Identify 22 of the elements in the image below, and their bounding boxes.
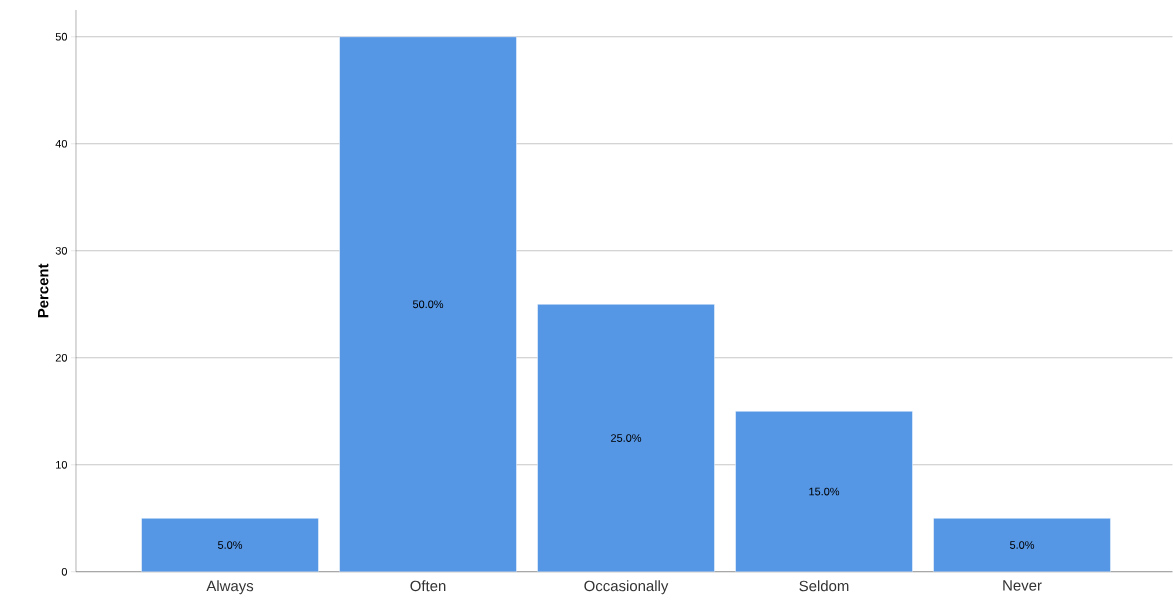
y-tick-label: 0 xyxy=(61,568,68,576)
y-tick-label: 50 xyxy=(55,33,68,41)
bar xyxy=(735,411,913,572)
bar xyxy=(339,36,517,572)
data-label: 5.0% xyxy=(1009,541,1035,550)
x-tick-label: Often xyxy=(410,580,446,592)
data-label: 15.0% xyxy=(809,487,840,496)
bar xyxy=(933,518,1111,572)
x-tick-label: Always xyxy=(206,580,254,595)
bar xyxy=(141,518,319,572)
data-label: 50.0% xyxy=(412,300,444,309)
y-tick-label: 40 xyxy=(55,140,68,148)
x-tick-label: Seldom xyxy=(799,580,849,592)
data-label: 5.0% xyxy=(217,541,243,550)
y-axis-title: Percent xyxy=(38,263,49,318)
y-tick-label: 20 xyxy=(55,354,68,362)
data-label: 25.0% xyxy=(611,434,642,443)
x-tick-label: Occasionally xyxy=(584,580,669,595)
y-tick-label: 30 xyxy=(55,247,68,255)
y-tick-label: 10 xyxy=(56,461,68,469)
x-tick-label: Never xyxy=(1003,580,1042,591)
bar xyxy=(537,304,715,572)
